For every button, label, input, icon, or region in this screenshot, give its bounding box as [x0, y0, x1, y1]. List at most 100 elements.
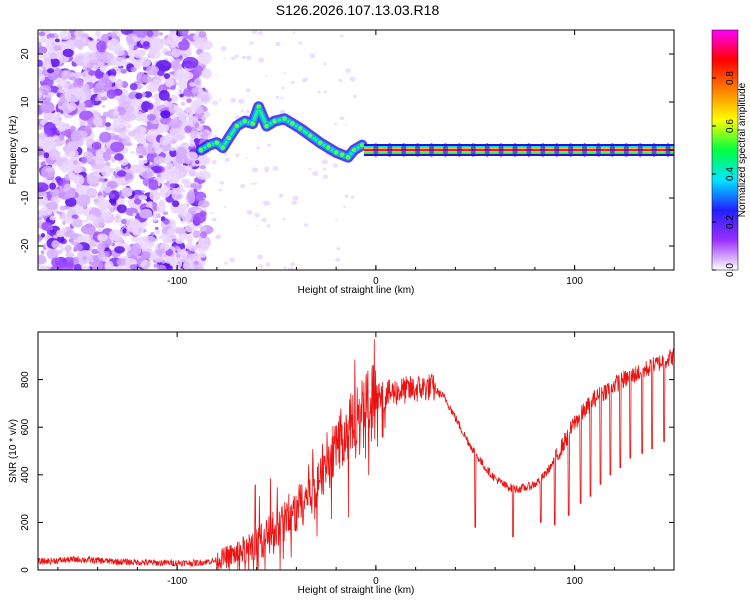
noise-blob	[71, 214, 79, 219]
carrier-sidelobe	[373, 143, 379, 157]
noise-blob	[93, 87, 99, 94]
noise-blob	[197, 200, 210, 208]
noise-blob	[215, 235, 218, 238]
noise-blob	[197, 88, 204, 93]
carrier-sidelobe	[609, 143, 615, 157]
noise-blob	[57, 249, 63, 254]
noise-blob	[201, 128, 205, 133]
noise-blob	[197, 154, 207, 162]
snr-series-line	[38, 339, 674, 570]
noise-blob	[195, 107, 204, 115]
noise-blob	[339, 116, 345, 121]
noise-blob	[38, 90, 43, 99]
noise-blob	[38, 125, 43, 130]
noise-blob	[38, 214, 42, 218]
noise-blob	[66, 81, 71, 85]
noise-blob	[230, 98, 237, 103]
noise-blob	[194, 77, 202, 87]
noise-blob	[147, 136, 154, 142]
noise-blob	[132, 108, 140, 116]
noise-blob	[203, 197, 206, 200]
trace-point	[307, 132, 314, 139]
carrier-sidelobe	[512, 143, 518, 157]
noise-blob	[168, 118, 183, 129]
noise-blob	[323, 62, 327, 66]
noise-blob	[177, 248, 183, 255]
noise-blob	[172, 132, 186, 141]
noise-blob	[86, 175, 99, 186]
noise-blob	[45, 167, 53, 173]
carrier-sidelobe	[665, 143, 671, 157]
noise-blob	[141, 189, 145, 193]
noise-blob	[283, 266, 287, 270]
noise-blob	[105, 263, 110, 268]
noise-blob	[121, 187, 133, 195]
noise-blob	[124, 245, 132, 252]
noise-blob	[146, 30, 154, 37]
noise-blob	[169, 146, 176, 152]
noise-blob	[219, 181, 225, 185]
noise-blob	[56, 121, 67, 132]
noise-blob	[126, 250, 133, 258]
noise-blob	[136, 133, 147, 144]
noise-blob	[171, 48, 182, 58]
x-tick-label: -100	[167, 576, 187, 587]
noise-blob	[65, 197, 77, 208]
noise-blob	[210, 211, 214, 215]
noise-blob	[165, 38, 171, 45]
noise-blob	[39, 265, 49, 270]
noise-blob	[64, 88, 81, 103]
noise-blob	[98, 87, 103, 93]
noise-blob	[86, 214, 97, 222]
noise-blob	[121, 81, 129, 88]
noise-blob	[258, 264, 263, 268]
noise-blob	[109, 193, 116, 199]
noise-blob	[89, 158, 96, 166]
noise-blob	[150, 36, 161, 50]
noise-blob	[47, 63, 52, 68]
carrier-sidelobe	[401, 143, 407, 157]
noise-blob	[38, 132, 47, 140]
noise-blob	[181, 178, 188, 184]
noise-blob	[76, 194, 91, 207]
noise-blob	[98, 177, 105, 183]
noise-blob	[199, 165, 206, 170]
noise-blob	[140, 259, 152, 270]
noise-blob	[199, 172, 205, 177]
noise-blob	[130, 151, 135, 154]
noise-blob	[241, 55, 247, 60]
noise-blob	[48, 91, 55, 97]
x-tick-label: 0	[373, 576, 379, 587]
noise-blob	[38, 199, 44, 206]
noise-blob	[91, 141, 102, 150]
noise-blob	[118, 191, 123, 196]
noise-blob	[256, 146, 261, 150]
noise-blob	[230, 56, 235, 60]
trace-point	[324, 144, 332, 151]
noise-blob	[61, 212, 66, 216]
carrier-sidelobe	[568, 143, 574, 157]
noise-blob	[73, 78, 84, 89]
noise-blob	[53, 45, 60, 51]
noise-blob	[73, 263, 82, 270]
noise-blob	[51, 240, 60, 249]
noise-blob	[132, 36, 139, 42]
noise-blob	[265, 74, 268, 77]
trace-point	[233, 122, 241, 130]
noise-blob	[41, 161, 46, 168]
noise-blob	[215, 234, 222, 240]
noise-blob	[292, 195, 299, 201]
noise-blob	[38, 84, 52, 94]
noise-blob	[344, 194, 349, 198]
noise-blob	[263, 200, 270, 206]
noise-blob	[167, 169, 173, 176]
noise-blob	[73, 174, 85, 186]
colorbar-tick-label: 0.8	[725, 71, 736, 85]
carrier-sidelobe	[415, 143, 421, 157]
noise-blob	[148, 179, 159, 191]
noise-blob	[202, 238, 206, 242]
noise-blob	[192, 230, 201, 239]
noise-blob	[49, 182, 56, 190]
noise-blob	[245, 88, 251, 93]
noise-blob	[66, 102, 77, 111]
